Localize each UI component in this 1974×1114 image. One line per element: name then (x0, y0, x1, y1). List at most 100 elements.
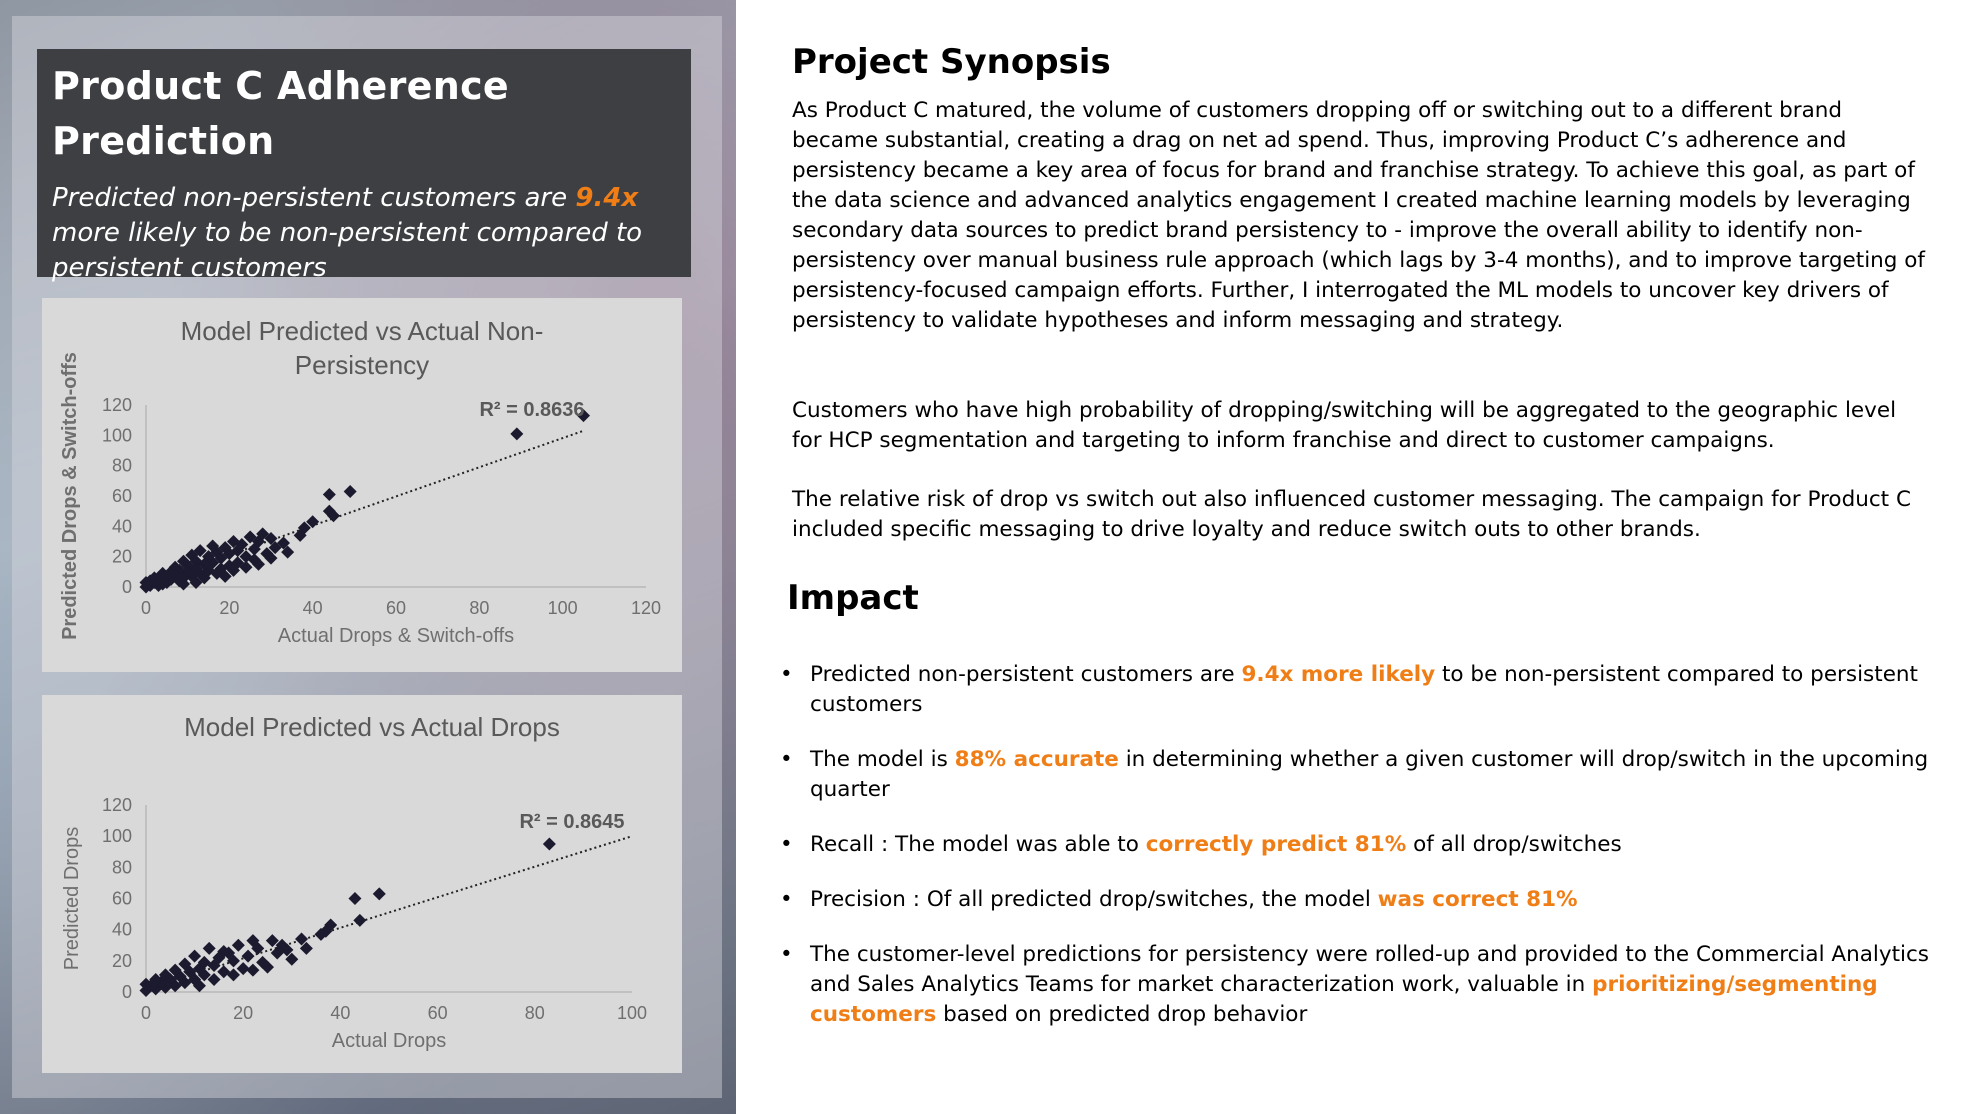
data-point (343, 484, 357, 498)
data-point (353, 913, 367, 927)
x-tick-label: 20 (233, 1003, 253, 1023)
data-point (327, 509, 340, 523)
data-point (306, 515, 320, 529)
chart-drops: Model Predicted vs Actual Drops 0 20 40 60 80… (61, 712, 647, 1052)
data-point (218, 569, 232, 583)
bullet-text: of all drop/switches (1406, 832, 1622, 857)
data-point (181, 565, 195, 579)
bullet-highlight: 88% accurate (954, 747, 1119, 772)
bullet-highlight: correctly predict 81% (1145, 832, 1407, 857)
synopsis-paragraph-1: As Product C matured, the volume of cust… (792, 98, 1926, 333)
data-point (246, 934, 260, 948)
r-squared-annotation: R² = 0.8645 (519, 811, 624, 833)
data-point (168, 963, 182, 977)
data-point (241, 949, 255, 963)
data-point (256, 955, 270, 969)
x-axis-label: Actual Drops & Switch-offs (278, 625, 514, 647)
data-point (164, 565, 178, 579)
data-point (295, 932, 309, 946)
data-point (168, 560, 182, 574)
bullet-text: to be non-persistent compared to persist… (810, 662, 1918, 717)
data-point (322, 487, 336, 501)
x-tick-label: 60 (428, 1003, 448, 1023)
data-point (268, 541, 282, 555)
chart-card-non-persistency: Model Predicted vs Actual Non- Persistenc… (42, 298, 682, 672)
x-tick-label: 100 (617, 1003, 647, 1023)
impact-bullet: • Predicted non-persistent customers are … (780, 660, 1930, 720)
data-point (231, 938, 245, 952)
data-point (510, 427, 524, 441)
bullet-text: in determining whether a given customer … (810, 747, 1929, 802)
chart-title: Model Predicted vs Actual Drops (184, 712, 560, 742)
x-tick-label: 40 (303, 598, 323, 618)
subtitle-highlight: 9.4x (575, 183, 639, 214)
data-point (207, 973, 221, 987)
x-tick-label: 40 (330, 1003, 350, 1023)
subtitle-text-pre: Predicted non-persistent customers are (52, 183, 576, 214)
data-point (322, 504, 336, 518)
bullet-dot: • (780, 887, 793, 912)
data-point (227, 563, 240, 577)
bullet-text: Predicted non-persistent customers are (810, 662, 1242, 687)
bullet-highlight: was correct 81% (1377, 887, 1578, 912)
data-point (139, 977, 153, 991)
synopsis-heading: Project Synopsis (792, 42, 1111, 82)
bullet-text: Precision : Of all predicted drop/switch… (810, 887, 1378, 912)
data-point (372, 887, 386, 901)
trendline (145, 429, 584, 585)
data-point (264, 551, 278, 565)
x-tick-label: 0 (141, 1003, 151, 1023)
data-point (261, 960, 274, 974)
x-tick-label: 80 (469, 598, 489, 618)
data-point (147, 571, 161, 585)
data-point (226, 968, 240, 982)
chart-non-persistency: Model Predicted vs Actual Non- Persistenc… (59, 316, 661, 647)
x-tick-label: 20 (219, 598, 239, 618)
data-point (185, 548, 199, 562)
x-tick-label: 100 (548, 598, 578, 618)
impact-bullet: • The customer-level predictions for pers… (780, 940, 1930, 1030)
y-tick-label: 20 (112, 951, 132, 971)
title-box: Product C Adherence Prediction Predicted… (37, 49, 691, 283)
y-tick-label: 80 (112, 456, 132, 476)
y-tick-label: 0 (122, 982, 132, 1002)
data-point (293, 528, 307, 542)
bullet-dot: • (780, 942, 793, 967)
data-point (173, 969, 187, 983)
y-axis-label: Predicted Drops & Switch-offs (59, 352, 81, 640)
data-point (348, 892, 362, 905)
data-point (236, 962, 250, 976)
y-tick-label: 60 (112, 889, 132, 909)
data-point (265, 934, 279, 948)
x-axis-label: Actual Drops (332, 1030, 447, 1052)
data-point (217, 944, 231, 958)
data-point (243, 530, 257, 544)
data-point (192, 979, 206, 993)
bullet-dot: • (780, 747, 793, 772)
y-tick-label: 80 (112, 857, 132, 877)
bullet-text: The customer-level predictions for persi… (810, 942, 1930, 997)
bullet-text: based on predicted drop behavior (936, 1002, 1308, 1027)
chart-title: Persistency (295, 350, 429, 380)
data-point (149, 982, 163, 996)
synopsis-paragraph-3: The relative risk of drop vs switch out … (792, 487, 1911, 542)
bullet-highlight: 9.4x more likely (1241, 662, 1436, 687)
bullet-highlight: prioritizing/segmenting customers (810, 972, 1878, 1027)
x-tick-label: 120 (631, 598, 661, 618)
y-axis-label: Predicted Drops (61, 827, 83, 970)
data-point (252, 557, 265, 571)
y-tick-label: 120 (102, 395, 132, 415)
bullet-dot: • (780, 832, 793, 857)
x-tick-label: 0 (141, 598, 151, 618)
bullet-dot: • (780, 662, 793, 687)
data-point (202, 941, 216, 955)
data-point (206, 539, 220, 553)
data-point (207, 959, 221, 973)
bullet-text: Recall : The model was able to (810, 832, 1146, 857)
data-point (577, 409, 590, 423)
data-point (197, 571, 211, 585)
data-point (299, 941, 313, 955)
data-point (192, 962, 206, 976)
data-point (270, 946, 284, 960)
data-point (285, 952, 299, 966)
